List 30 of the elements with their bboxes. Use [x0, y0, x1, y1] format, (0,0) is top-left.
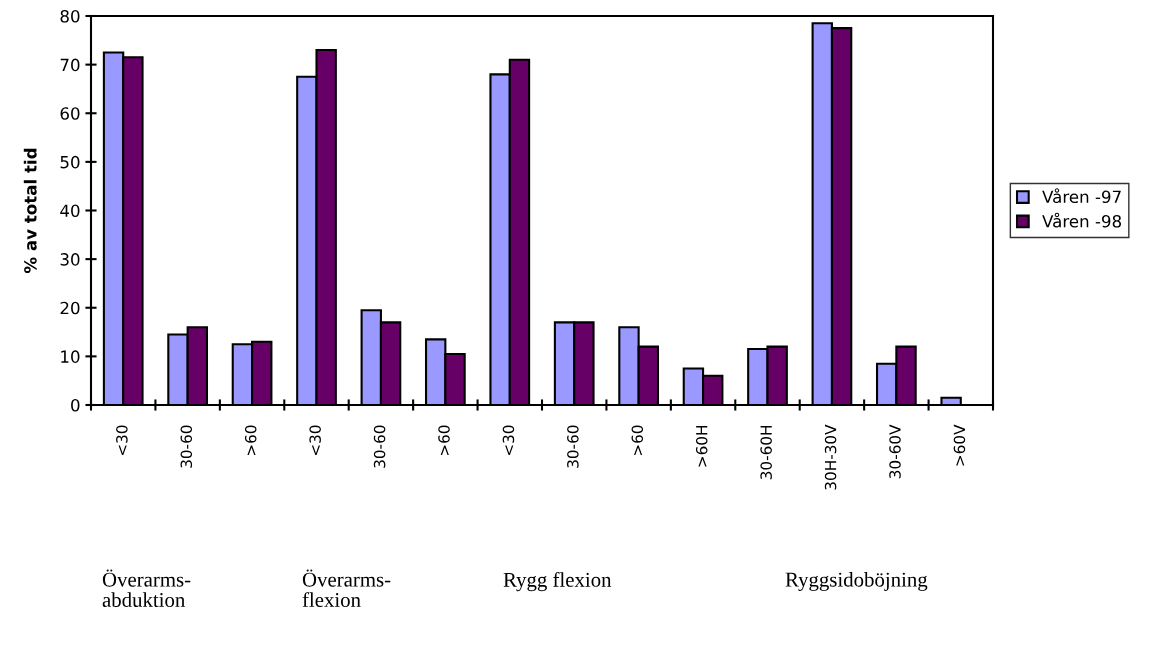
- x-tick-label: 30-60V: [889, 424, 901, 479]
- x-tick-label: 30-60: [373, 425, 386, 468]
- legend-label: Våren -97: [1042, 188, 1121, 204]
- x-tick-label: 30-60: [180, 425, 193, 468]
- x-tick-label: <30: [116, 425, 128, 456]
- x-tick-label: 30H-30V: [824, 424, 837, 490]
- x-tick-label: >60H: [695, 425, 708, 467]
- text: Ryggsidoböjning: [785, 572, 928, 591]
- y-axis-title: % av total tid: [23, 148, 37, 274]
- y-tick-label: 20: [60, 301, 80, 315]
- text: Överarms- flexion: [302, 569, 391, 607]
- y-tick-label: 40: [60, 204, 80, 218]
- y-tick-label: 70: [60, 58, 80, 72]
- x-tick-label: >60V: [953, 424, 966, 466]
- legend-label: Våren -98: [1042, 212, 1122, 228]
- x-tick-label: <30: [502, 425, 515, 456]
- text: Överarms- abduktion: [102, 569, 191, 607]
- y-tick-label: 50: [60, 155, 80, 169]
- x-tick-label: >60: [244, 425, 257, 456]
- x-tick-label: 30-60: [567, 425, 579, 468]
- x-tick-label: <30: [309, 425, 321, 456]
- y-tick-label: 60: [60, 107, 80, 120]
- text: Rygg flexion: [503, 572, 612, 592]
- y-tick-label: 10: [61, 350, 80, 363]
- y-tick-label: 0: [71, 398, 80, 412]
- x-tick-label: >60: [438, 425, 450, 456]
- y-tick-label: 80: [60, 9, 80, 23]
- y-tick-label: 30: [60, 253, 80, 266]
- x-tick-label: >60: [631, 425, 644, 456]
- x-tick-label: 30-60H: [760, 425, 772, 480]
